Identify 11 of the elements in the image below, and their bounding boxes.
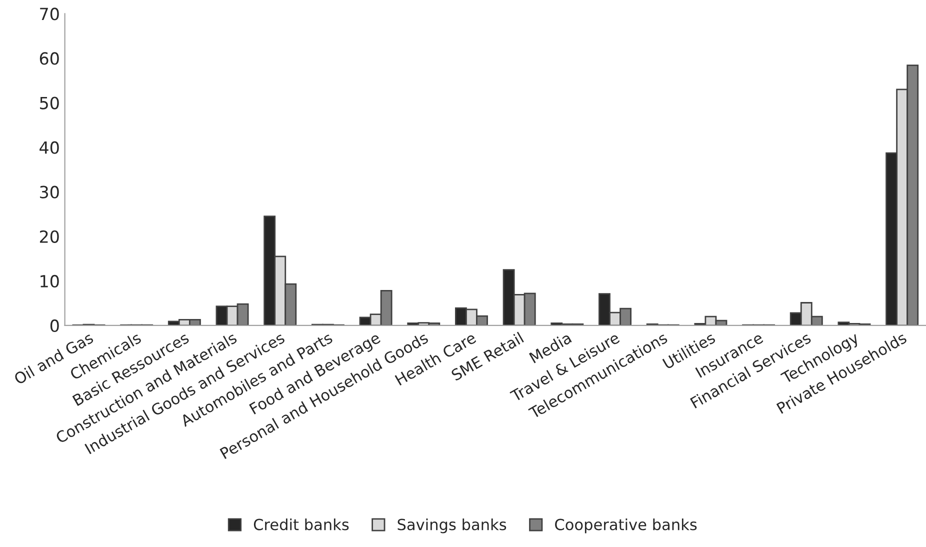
y-tick-label: 60	[40, 52, 59, 65]
y-tick-label: 50	[40, 96, 59, 110]
y-tick-label: 70	[40, 8, 59, 20]
legend-label: Savings banks	[398, 518, 506, 534]
y-tick-label: 30	[40, 186, 59, 198]
y-tick-label: 0	[50, 319, 59, 332]
y-tick-label: 10	[40, 274, 59, 288]
y-tick-label: 20	[40, 230, 59, 243]
legend-label: Credit banks	[254, 518, 349, 530]
legend-label: Cooperative banks	[555, 518, 697, 534]
y-tick-label: 40	[40, 141, 59, 154]
